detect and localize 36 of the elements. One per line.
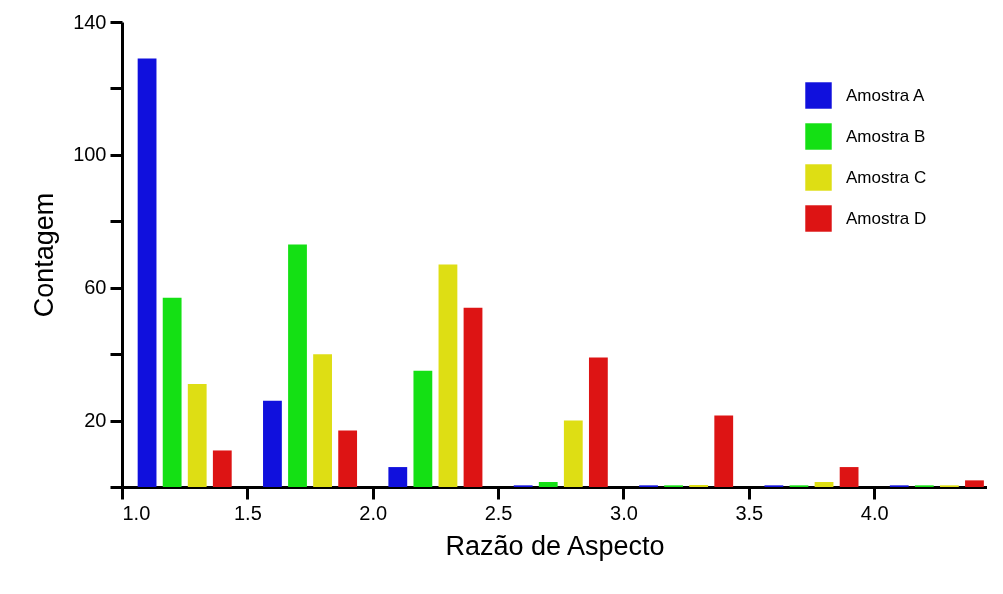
bar [538, 482, 558, 487]
x-tick-label: 1.0 [122, 501, 151, 524]
bar [965, 480, 984, 487]
bar [212, 450, 232, 487]
y-tick-label: 140 [73, 10, 107, 33]
legend-label: Amostra D [846, 208, 927, 228]
x-tick-label: 4.0 [860, 501, 889, 524]
bar [814, 482, 834, 487]
bar [137, 58, 157, 487]
legend-label: Amostra C [846, 167, 927, 187]
x-axis-title: Razão de Aspecto [445, 530, 665, 561]
legend-label: Amostra A [846, 85, 926, 105]
bar [563, 420, 583, 487]
y-tick-label: 20 [84, 409, 107, 432]
x-tick-label: 1.5 [233, 501, 262, 524]
bar [463, 307, 483, 487]
bar [388, 467, 408, 487]
y-tick-label: 100 [73, 143, 107, 166]
bar [714, 415, 734, 487]
x-tick-label: 2.0 [359, 501, 388, 524]
bar [338, 430, 358, 487]
legend-label: Amostra B [846, 126, 926, 146]
x-tick-label: 3.5 [735, 501, 764, 524]
y-axis-title: Contagem [29, 192, 60, 318]
x-tick-label: 2.5 [484, 501, 513, 524]
bar [588, 357, 608, 487]
bar [313, 354, 332, 487]
bar [263, 400, 282, 487]
bar [438, 264, 458, 487]
x-tick-label: 3.0 [610, 501, 638, 524]
bar [187, 384, 207, 487]
bar [839, 467, 859, 487]
bar [288, 244, 307, 487]
bar [162, 297, 182, 487]
bar [413, 370, 433, 487]
y-tick-label: 60 [84, 276, 107, 299]
